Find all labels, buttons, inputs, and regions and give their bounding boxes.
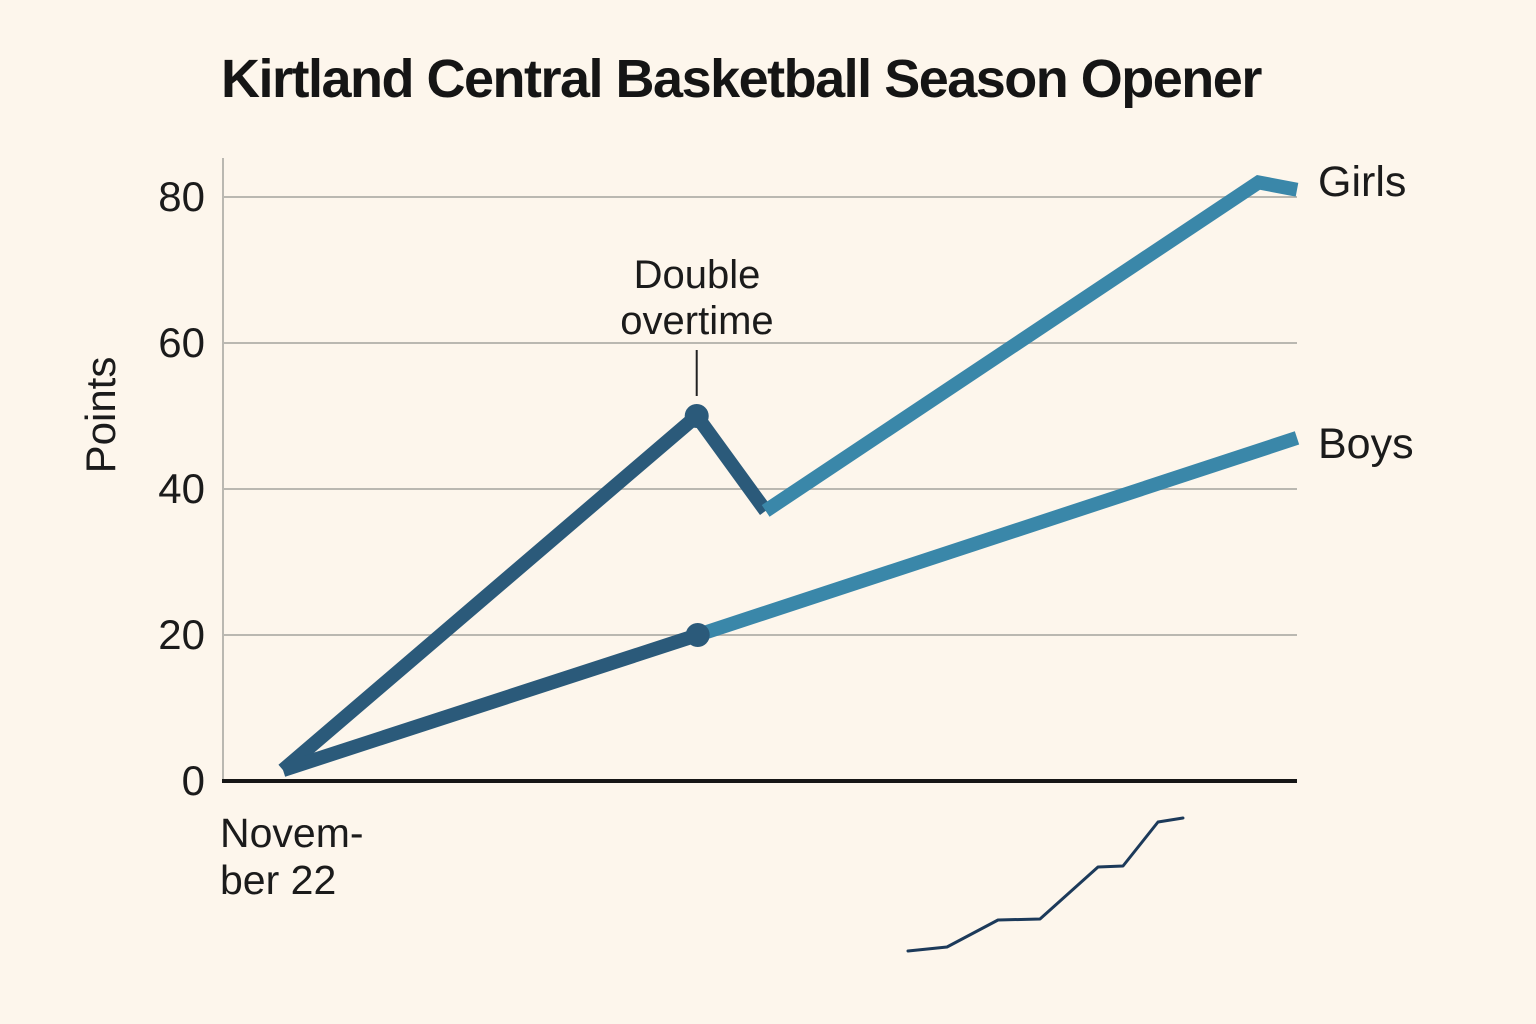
chart-title: Kirtland Central Basketball Season Opene… [221,49,1262,109]
y-tick-label-80: 80 [158,173,205,220]
girls-marker-dot [684,404,709,428]
boys-line-dark-segment [280,628,700,777]
y-tick-label-40: 40 [158,465,205,512]
annotation-label-line-2: overtime [620,299,774,343]
y-tick-label-60: 60 [158,319,205,366]
annotation-label: Double overtime [517,252,877,344]
series-label-girls: Girls [1318,158,1407,206]
y-tick-label-0: 0 [181,757,205,804]
x-tick-label-line-2: ber 22 [220,857,337,903]
x-tick-label-line-1: Novem- [220,810,364,856]
series-label-boys: Boys [1318,420,1414,468]
x-tick-label: Novem- ber 22 [220,810,364,904]
boys-marker-dot [685,623,710,647]
girls-line-teal-segment [761,174,1299,517]
annotation-label-line-1: Double [633,253,761,297]
girls-line-dark-segment [278,405,772,776]
boys-line-teal-segment [695,431,1300,642]
y-tick-label-20: 20 [158,611,205,658]
y-axis-title: Points [77,356,124,474]
decorative-sparkline [906,816,1185,953]
